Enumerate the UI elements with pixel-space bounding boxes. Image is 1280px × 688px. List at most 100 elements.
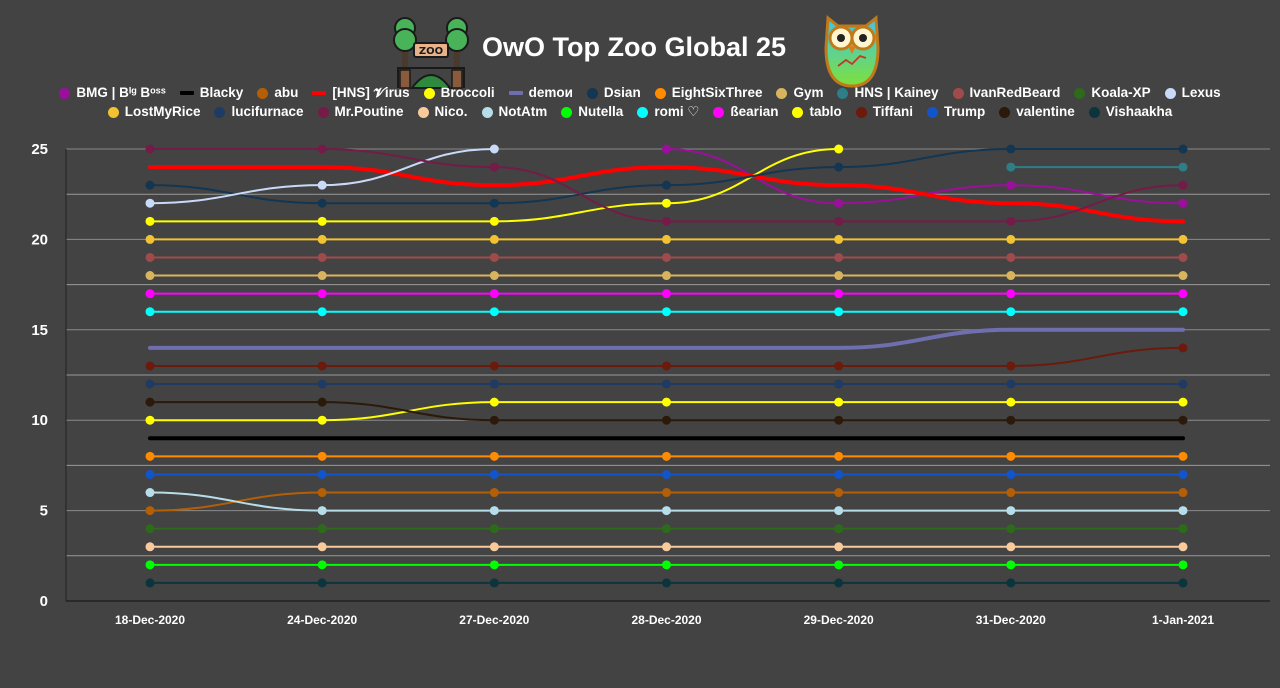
data-point bbox=[145, 578, 155, 588]
data-point bbox=[834, 307, 844, 317]
data-point bbox=[489, 469, 499, 479]
legend-item[interactable]: Nico. bbox=[417, 102, 468, 121]
legend-item[interactable]: Lexus bbox=[1164, 83, 1221, 102]
data-point bbox=[834, 144, 844, 154]
data-point bbox=[662, 307, 671, 317]
legend-item[interactable]: Blacky bbox=[179, 83, 244, 102]
legend-swatch bbox=[713, 106, 725, 118]
data-point bbox=[662, 397, 671, 407]
data-point bbox=[1178, 180, 1188, 190]
data-point bbox=[489, 162, 499, 172]
legend-label: abu bbox=[274, 85, 299, 100]
legend-item[interactable]: IvanRedBeard bbox=[952, 83, 1061, 102]
data-point bbox=[1178, 560, 1188, 570]
legend-swatch bbox=[257, 87, 269, 99]
data-point bbox=[1006, 397, 1016, 407]
data-point bbox=[489, 144, 499, 154]
legend-item[interactable]: lucifurnace bbox=[214, 102, 304, 121]
legend-item[interactable]: abu bbox=[257, 83, 298, 102]
legend-item[interactable]: romi ♡ bbox=[637, 102, 699, 121]
legend-item[interactable]: Dsian bbox=[586, 83, 641, 102]
legend-swatch bbox=[952, 87, 964, 99]
data-point bbox=[317, 451, 327, 461]
legend-item[interactable]: Koala-XP bbox=[1074, 83, 1151, 102]
data-point bbox=[1006, 451, 1016, 461]
legend-swatch bbox=[59, 87, 71, 99]
data-point bbox=[834, 469, 844, 479]
data-point bbox=[834, 216, 844, 226]
data-point bbox=[1178, 289, 1188, 299]
legend-label: IvanRedBeard bbox=[969, 85, 1061, 100]
data-point bbox=[1006, 307, 1016, 317]
legend-item[interactable]: EightSixThree bbox=[654, 83, 763, 102]
data-point bbox=[1006, 415, 1016, 425]
data-point bbox=[317, 180, 327, 190]
y-tick-label: 10 bbox=[31, 412, 48, 429]
data-point bbox=[489, 397, 499, 407]
data-point bbox=[145, 271, 155, 281]
data-point bbox=[145, 198, 155, 208]
legend-item[interactable]: [HNS] 𝓥irus bbox=[312, 83, 410, 102]
legend-item[interactable]: Mr.Poutine bbox=[317, 102, 404, 121]
data-point bbox=[834, 488, 844, 498]
x-tick-label: 27-Dec-2020 bbox=[459, 613, 529, 627]
data-point bbox=[317, 307, 327, 317]
legend-swatch bbox=[107, 106, 119, 118]
data-point bbox=[317, 397, 327, 407]
legend-item[interactable]: valentine bbox=[999, 102, 1075, 121]
legend-label: demoи bbox=[528, 85, 573, 100]
legend-item[interactable]: tablo bbox=[792, 102, 842, 121]
legend-item[interactable]: HNS | Kainey bbox=[837, 83, 939, 102]
data-point bbox=[1006, 560, 1016, 570]
data-point bbox=[317, 506, 327, 516]
x-tick-label: 31-Dec-2020 bbox=[976, 613, 1046, 627]
legend-item[interactable]: NotAtm bbox=[481, 102, 547, 121]
legend-label: Blacky bbox=[199, 85, 244, 100]
data-point bbox=[1178, 542, 1188, 552]
legend-item[interactable]: Gym bbox=[776, 83, 823, 102]
legend-item[interactable]: BMG | Bᴵᵍ Bᵒˢˢ bbox=[59, 83, 166, 102]
data-point bbox=[834, 289, 844, 299]
legend-item[interactable]: LostMyRice bbox=[107, 102, 200, 121]
data-point bbox=[1178, 343, 1188, 353]
data-point bbox=[662, 578, 671, 588]
data-point bbox=[834, 361, 844, 371]
data-point bbox=[1006, 252, 1016, 262]
legend-item[interactable]: Tiffani bbox=[855, 102, 913, 121]
chart-legend: BMG | Bᴵᵍ Bᵒˢˢ Blacky abu [HNS] 𝓥irus Brocco… bbox=[20, 83, 1260, 121]
legend-item[interactable]: Nutella bbox=[561, 102, 623, 121]
data-point bbox=[1006, 289, 1016, 299]
data-point bbox=[489, 252, 499, 262]
legend-swatch bbox=[855, 106, 867, 118]
data-point bbox=[317, 252, 327, 262]
data-point bbox=[662, 252, 671, 262]
legend-item[interactable]: ßearian bbox=[713, 102, 778, 121]
data-point bbox=[1006, 506, 1016, 516]
legend-label: BMG | Bᴵᵍ Bᵒˢˢ bbox=[76, 85, 166, 100]
legend-label: Koala-XP bbox=[1091, 85, 1151, 100]
legend-swatch bbox=[508, 91, 523, 96]
data-point bbox=[317, 379, 327, 389]
legend-item[interactable]: Trump bbox=[926, 102, 985, 121]
data-point bbox=[489, 488, 499, 498]
data-point bbox=[1178, 451, 1188, 461]
legend-swatch bbox=[999, 106, 1011, 118]
data-point bbox=[1178, 198, 1188, 208]
legend-item[interactable]: Vishaakha bbox=[1088, 102, 1172, 121]
data-point bbox=[145, 216, 155, 226]
data-point bbox=[317, 198, 327, 208]
svg-text:ZOO: ZOO bbox=[419, 46, 443, 57]
legend-swatch bbox=[417, 106, 429, 118]
legend-label: Tiffani bbox=[872, 104, 913, 119]
data-point bbox=[662, 271, 671, 281]
data-point bbox=[145, 524, 155, 534]
legend-label: Broccoli bbox=[440, 85, 495, 100]
data-point bbox=[489, 524, 499, 534]
legend-item[interactable]: Broccoli bbox=[423, 83, 495, 102]
data-point bbox=[317, 524, 327, 534]
data-point bbox=[1006, 144, 1016, 154]
data-point bbox=[662, 144, 671, 154]
legend-label: EightSixThree bbox=[671, 85, 763, 100]
legend-swatch bbox=[926, 106, 938, 118]
legend-item[interactable]: demoи bbox=[508, 83, 573, 102]
